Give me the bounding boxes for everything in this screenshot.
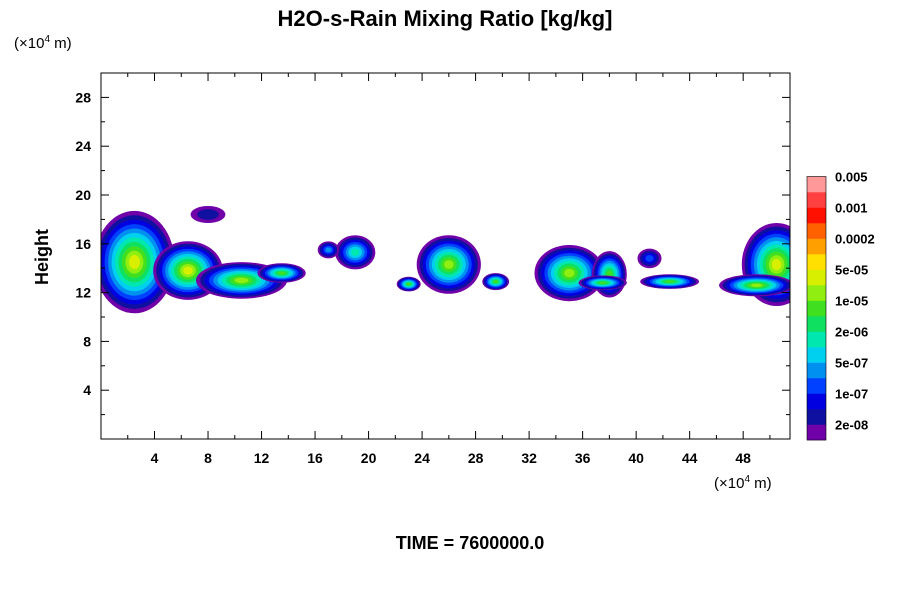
colorbar-swatch [807,223,826,239]
y-tick-label: 24 [75,138,91,154]
y-tick-label: 16 [75,236,91,252]
colorbar-label: 2e-06 [835,325,868,340]
rain-cell-3-level-8 [277,271,286,275]
colorbar-label: 5e-07 [835,356,868,371]
colorbar-swatch [807,192,826,208]
colorbar-swatch [807,362,826,379]
x-tick-label: 44 [682,450,698,466]
rain-cell-16-level-9 [750,283,763,287]
colorbar-swatch [807,207,826,224]
colorbar-label: 0.005 [835,170,868,185]
colorbar-label: 1e-05 [835,294,868,309]
colorbar-swatch [807,378,826,394]
rain-cell-9-level-8 [493,280,498,283]
time-footer: TIME = 7600000.0 [396,533,545,553]
colorbar-label: 1e-07 [835,387,868,402]
y-tick-label: 28 [75,89,91,105]
y-tick-label: 4 [83,382,91,398]
colorbar-swatch [807,269,826,286]
y-tick-label: 20 [75,187,91,203]
colorbar-label: 5e-05 [835,263,868,278]
rain-cell-7-level-8 [406,282,411,286]
colorbar-swatch [807,238,826,255]
rain-cell-10-level-9 [564,268,575,278]
rain-cell-1-level-10 [183,266,193,275]
colorbar: 2e-08 1e-07 5e-07 2e-06 1e-05 5e-05 0.0002 0.00… [806,170,875,441]
colorbar-label: 2e-08 [835,418,868,433]
x-tick-label: 12 [254,450,270,466]
x-tick-label: 4 [151,450,159,466]
colorbar-swatch [807,347,826,363]
rain-cell-6-level-4 [325,247,332,253]
colorbar-swatch [807,424,826,441]
rain-cell-8-level-9 [444,260,454,269]
y-tick-label: 12 [75,285,91,301]
colorbar-swatch [807,409,826,425]
plot-frame [100,72,791,440]
colorbar-swatch [807,300,826,317]
colorbar-swatch [807,176,826,193]
x-tick-label: 20 [361,450,377,466]
colorbar-swatch [807,393,826,410]
chart-title: H2O-s-Rain Mixing Ratio [kg/kg] [278,6,613,31]
colorbar-swatch [807,331,826,348]
y-tick-label: 8 [83,333,91,349]
x-tick-label: 24 [414,450,430,466]
colorbar-swatch [807,254,826,270]
rain-cell-13-level-3 [645,255,654,262]
rain-cell-15-level-10 [771,258,782,271]
x-tick-label: 28 [468,450,484,466]
x-tick-label: 32 [521,450,537,466]
rain-cell-4-level-1 [197,209,219,220]
y-axis-label: Height [32,229,52,285]
colorbar-swatch [807,285,826,301]
x-unit-label: (×104 m) [714,474,772,492]
rain-field [101,206,790,314]
rain-cell-2-level-9 [234,277,249,284]
x-tick-label: 8 [204,450,212,466]
x-tick-label: 48 [735,450,751,466]
rain-cell-5-level-6 [351,248,360,256]
rain-cell-14-level-8 [664,280,675,283]
y-unit-label: (×104 m) [14,34,72,52]
rain-cell-0-level-10 [128,255,140,270]
colorbar-swatch [807,316,826,332]
colorbar-label: 0.0002 [835,232,875,247]
x-tick-label: 40 [628,450,644,466]
x-tick-label: 16 [307,450,323,466]
x-tick-label: 36 [575,450,591,466]
colorbar-label: 0.001 [835,201,868,216]
rain-cell-12-level-8 [598,281,607,284]
